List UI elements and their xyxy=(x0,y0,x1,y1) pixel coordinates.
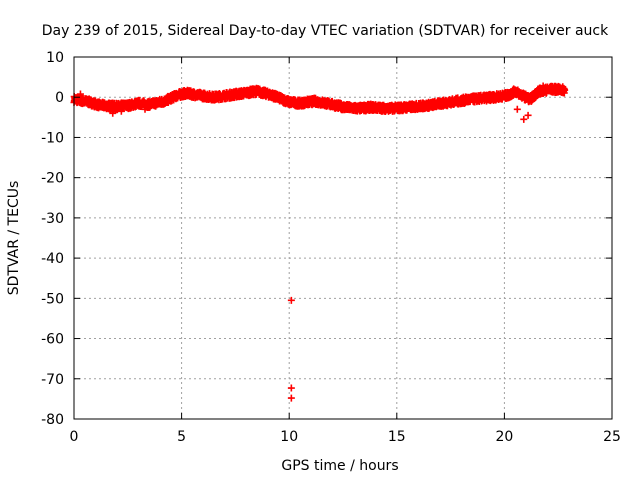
x-tick-label: 0 xyxy=(70,429,79,445)
y-tick-label: -30 xyxy=(41,211,64,227)
y-tick-label: -70 xyxy=(41,372,64,388)
grid-lines xyxy=(74,57,612,419)
y-tick-label: -40 xyxy=(41,251,64,267)
data-point xyxy=(524,111,532,119)
x-tick-label: 25 xyxy=(603,429,621,445)
x-tick-label: 15 xyxy=(388,429,406,445)
y-axis-label: SDTVAR / TECUs xyxy=(6,181,22,296)
y-tick-label: 10 xyxy=(46,50,64,66)
x-tick-label: 5 xyxy=(177,429,186,445)
x-tick-label: 20 xyxy=(495,429,513,445)
y-tick-label: -60 xyxy=(41,332,64,348)
data-points xyxy=(70,82,569,402)
data-point xyxy=(287,394,295,402)
data-point xyxy=(287,384,295,392)
data-point xyxy=(513,105,521,113)
y-tick-label: -20 xyxy=(41,171,64,187)
y-tick-label: -10 xyxy=(41,130,64,146)
chart-title: Day 239 of 2015, Sidereal Day-to-day VTE… xyxy=(42,23,609,39)
data-point xyxy=(520,115,528,123)
y-tick-label: -80 xyxy=(41,412,64,428)
x-axis-label: GPS time / hours xyxy=(281,458,398,474)
y-tick-label: -50 xyxy=(41,291,64,307)
y-tick-label: 0 xyxy=(55,90,64,106)
x-tick-label: 10 xyxy=(280,429,298,445)
